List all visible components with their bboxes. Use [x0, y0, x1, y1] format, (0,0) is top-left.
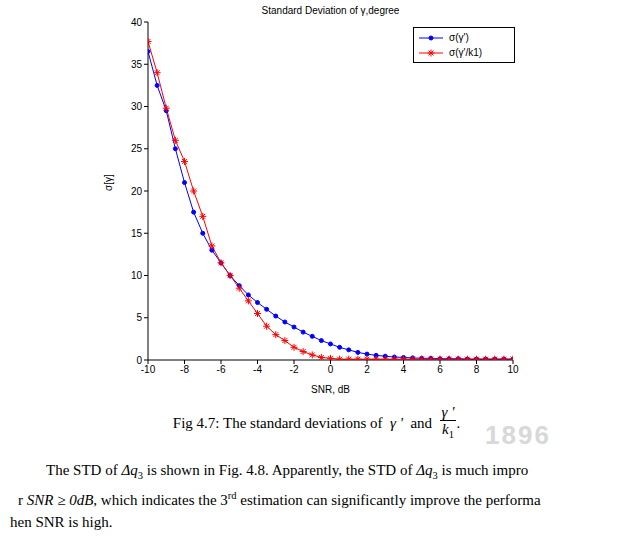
svg-text:0: 0: [136, 355, 142, 366]
svg-text:SNR, dB: SNR, dB: [311, 384, 350, 395]
html-text:γ ': γ ': [390, 415, 403, 431]
svg-text:σ[γ]: σ[γ]: [103, 174, 114, 191]
svg-text:-10: -10: [141, 364, 156, 375]
svg-text:0: 0: [328, 364, 334, 375]
html-text:k1: k1: [442, 421, 454, 440]
svg-text:30: 30: [131, 101, 143, 112]
html-text:r SNR ≥ 0dB, which indicates t: r SNR ≥ 0dB, which indicates the 3rdesti…: [18, 490, 541, 508]
html-text:Standard Deviation of γ,degree: Standard Deviation of γ,degree: [261, 5, 400, 16]
svg-text:10: 10: [131, 270, 143, 281]
svg-text:2: 2: [364, 364, 370, 375]
svg-text:15: 15: [131, 228, 143, 239]
html-text:and: and: [410, 415, 433, 431]
svg-text:-2: -2: [290, 364, 299, 375]
svg-text:35: 35: [131, 59, 143, 70]
svg-text:-8: -8: [180, 364, 189, 375]
html-text:hen SNR is high.: hen SNR is high.: [10, 514, 113, 530]
html-text:γ ': γ ': [441, 404, 455, 420]
svg-text:-6: -6: [217, 364, 226, 375]
html-text:σ(γ'): σ(γ'): [449, 32, 469, 43]
svg-text:25: 25: [131, 143, 143, 154]
svg-text:-4: -4: [253, 364, 262, 375]
svg-text:8: 8: [474, 364, 480, 375]
svg-text:20: 20: [131, 186, 143, 197]
svg-text:6: 6: [437, 364, 443, 375]
svg-text:4: 4: [401, 364, 407, 375]
html-text:σ(γ'/k1): σ(γ'/k1): [449, 47, 483, 58]
svg-text:10: 10: [507, 364, 519, 375]
html-text:The STD of Δq3is shown in Fig.: The STD of Δq3is shown in Fig. 4.8. Appa…: [46, 462, 529, 481]
svg-text:40: 40: [131, 17, 143, 28]
svg-text:5: 5: [136, 312, 142, 323]
html-text:1896: 1896: [485, 420, 551, 450]
html-text:Fig 4.7: The standard deviatio: Fig 4.7: The standard deviations of: [172, 415, 383, 431]
